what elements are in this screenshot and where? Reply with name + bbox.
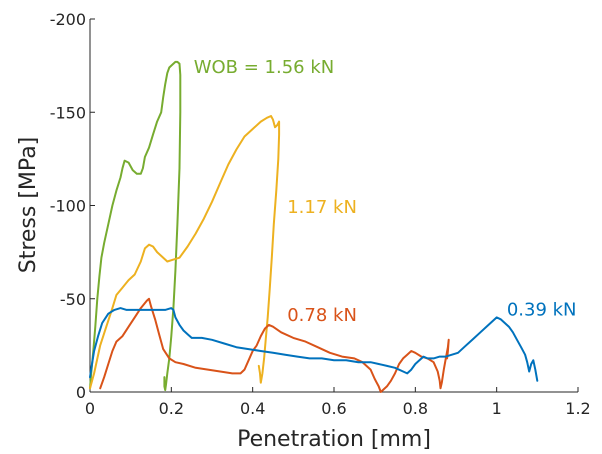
series-line-3	[89, 307, 539, 382]
y-tick-label: -50	[60, 290, 86, 309]
y-tick-label: 0	[76, 383, 86, 402]
y-axis-title: Stress [MPa]	[16, 137, 41, 274]
y-tick-label: -150	[50, 103, 86, 122]
series-line-2	[99, 297, 450, 393]
series-label-1: 1.17 kN	[287, 197, 357, 218]
x-tick-label: 1	[492, 399, 502, 418]
x-tick-label: 1.2	[565, 399, 590, 418]
series-label-0: WOB = 1.56 kN	[194, 57, 335, 78]
x-axis-title: Penetration [mm]	[237, 427, 431, 452]
x-tick-label: 0.4	[240, 399, 265, 418]
series-line-0	[89, 60, 182, 392]
y-tick-label: -200	[50, 10, 86, 29]
x-tick-label: 0.2	[159, 399, 184, 418]
series-line-1	[89, 115, 281, 390]
y-tick-label: -100	[50, 197, 86, 216]
series-label-2: 0.78 kN	[287, 305, 357, 326]
x-tick-label: 0.6	[321, 399, 346, 418]
y-ticks: 0 -50 -100 -150 -200	[50, 10, 95, 402]
series-label-3: 0.39 kN	[507, 300, 577, 321]
series-labels: WOB = 1.56 kN 1.17 kN 0.78 kN 0.39 kN	[194, 57, 577, 326]
x-ticks: 0 0.2 0.4 0.6 0.8 1 1.2	[85, 387, 591, 418]
series-group	[89, 60, 539, 393]
x-tick-label: 0	[85, 399, 95, 418]
x-tick-label: 0.8	[403, 399, 428, 418]
